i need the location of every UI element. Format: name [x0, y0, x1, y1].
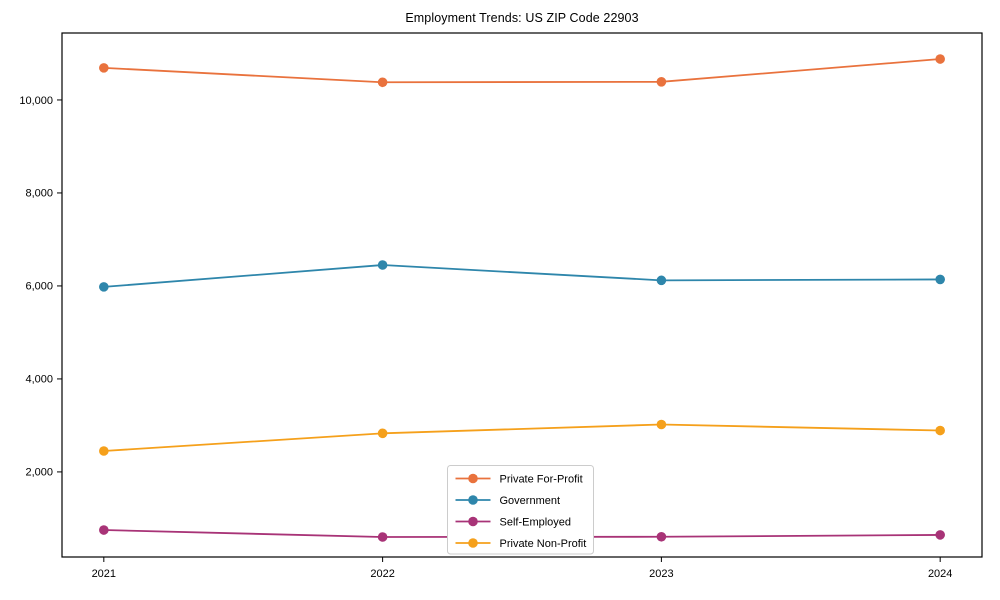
point-government-2023 — [656, 275, 667, 286]
legend-label-private-non-profit: Private Non-Profit — [500, 538, 587, 550]
legend-marker-dot-government — [468, 495, 478, 505]
point-private-for-profit-2023 — [656, 77, 667, 87]
legend-label-private-for-profit: Private For-Profit — [500, 473, 583, 485]
legend-marker-dot-self-employed — [468, 516, 478, 527]
x-tick-label: 2022 — [370, 568, 394, 580]
point-private-for-profit-2024 — [935, 54, 945, 64]
point-self-employed-2024 — [935, 530, 945, 540]
legend-box — [447, 465, 594, 555]
legend-label-government: Government — [500, 495, 561, 507]
legend-marker-dot-private-non-profit — [468, 538, 478, 548]
legend-marker-dot-private-for-profit — [468, 473, 478, 484]
point-government-2024 — [935, 274, 945, 285]
y-tick-label: 10,000 — [19, 95, 53, 107]
point-private-non-profit-2023 — [656, 419, 667, 430]
point-self-employed-2023 — [656, 531, 667, 542]
point-government-2021 — [99, 282, 109, 292]
y-tick-label: 4,000 — [25, 374, 53, 386]
y-tick-label: 6,000 — [25, 281, 53, 293]
chart-title: Employment Trends: US ZIP Code 22903 — [405, 11, 639, 25]
series-line-private-non-profit — [103, 423, 941, 452]
legend-label-self-employed: Self-Employed — [500, 516, 572, 528]
y-tick-label: 2,000 — [25, 467, 53, 479]
point-private-for-profit-2022 — [377, 77, 388, 88]
point-private-non-profit-2021 — [99, 446, 109, 456]
x-tick-label: 2023 — [649, 568, 673, 580]
point-private-non-profit-2022 — [377, 428, 388, 439]
y-tick-label: 8,000 — [25, 188, 53, 200]
point-private-for-profit-2021 — [99, 63, 109, 73]
point-government-2022 — [377, 260, 388, 270]
x-tick-label: 2021 — [92, 568, 116, 580]
point-private-non-profit-2024 — [935, 425, 945, 436]
series-line-government — [103, 264, 941, 288]
point-self-employed-2022 — [377, 532, 388, 542]
plot-frame — [61, 32, 983, 558]
series-line-private-for-profit — [103, 58, 941, 84]
x-tick-label: 2024 — [928, 568, 952, 580]
point-self-employed-2021 — [99, 525, 109, 535]
